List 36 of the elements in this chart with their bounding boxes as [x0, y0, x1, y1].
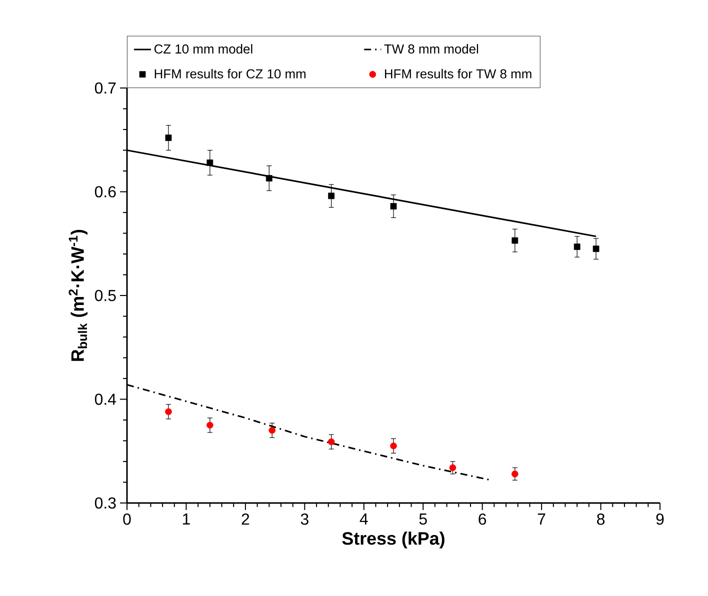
y-tick-label: 0.7	[94, 82, 116, 94]
x-tick-label: 7	[538, 514, 546, 524]
point	[390, 442, 397, 450]
point	[328, 438, 335, 446]
point	[268, 426, 276, 434]
point	[165, 408, 172, 416]
point	[266, 175, 272, 182]
point	[328, 192, 335, 200]
point	[206, 422, 214, 429]
point	[449, 464, 456, 472]
legend-label: TW 8 mm model	[384, 44, 478, 54]
x-tick-label: 9	[656, 514, 664, 525]
y-tick-label: 0.3	[94, 497, 116, 509]
y-tick-label: 0.6	[94, 186, 116, 198]
point	[592, 246, 600, 252]
point	[206, 160, 214, 166]
x-tick-label: 2	[242, 514, 250, 525]
x-tick-label: 4	[360, 514, 368, 524]
point	[165, 134, 172, 141]
legend-label: CZ 10 mm model	[154, 44, 252, 54]
x-tick-label: 3	[300, 514, 308, 525]
point	[512, 470, 518, 478]
point	[512, 237, 518, 244]
x-axis-title: Stress (kPa)	[342, 532, 444, 548]
x-tick-label: 1	[183, 514, 190, 524]
x-tick-label: 8	[597, 514, 605, 525]
x-tick-label: 0	[123, 514, 131, 525]
point	[574, 244, 580, 250]
y-axis-title: R$_{bulk}$ (m$^{2}$·K·W$^{-1}$)	[68, 230, 88, 361]
x-tick-label: 6	[478, 514, 486, 525]
y-tick-label: 0.4	[94, 394, 116, 405]
y-tick-label: 0.5	[94, 290, 116, 302]
legend-label: HFM results for TW 8 mm	[384, 68, 532, 78]
x-tick-label: 5	[419, 514, 427, 525]
legend-label: HFM results for CZ 10 mm	[154, 68, 306, 78]
point	[390, 203, 397, 210]
